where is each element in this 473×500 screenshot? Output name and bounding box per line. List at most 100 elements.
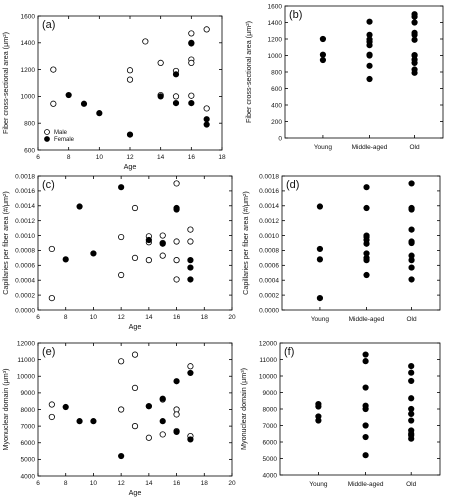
data-point-open [173,238,180,245]
y-tick-label: 1200 [268,36,283,43]
x-tick-label: 18 [201,314,209,321]
data-point-open [145,434,152,441]
y-tick-label: 0.0006 [259,263,279,270]
x-tick-label: 14 [145,480,153,487]
data-point-filled [366,62,373,69]
x-tick-label: Middle-aged [348,481,384,488]
y-tick-label: 9000 [21,390,36,397]
data-point-filled [319,35,327,43]
data-point-filled [366,42,373,49]
data-point-filled [145,236,152,244]
y-tick-label: 10000 [17,374,35,381]
y-tick-label: 0.0016 [15,188,35,195]
y-tick-label: 1400 [21,40,36,47]
data-point-filled [173,206,180,213]
data-point-filled [187,264,194,271]
data-point-filled [411,59,418,67]
data-point-filled [408,180,415,187]
y-axis-title: Fiber cross-sectional area (μm²) [244,21,253,123]
x-tick-label: Old [406,316,417,323]
data-point-filled [411,36,418,43]
data-point-filled [366,18,373,25]
legend-label: Female [54,137,75,143]
data-point-filled [188,100,195,107]
data-point-filled [187,369,194,377]
data-point-filled [411,19,418,26]
data-point-filled [408,264,415,271]
data-point-open [118,271,125,279]
y-tick-label: 11000 [259,357,277,364]
data-point-filled [408,362,415,370]
data-point-open [142,38,149,45]
y-tick-label: 8000 [263,406,278,413]
x-tick-label: 16 [173,480,181,487]
y-tick-label: 1600 [268,3,283,10]
x-tick-label: Old [409,144,420,151]
data-point-open [157,59,164,67]
y-tick-label: 800 [24,121,35,128]
panel-a: 600 800 1000 1200 1400 1600 6 8 10 12 14 16 18 Age Fib… [1,13,226,171]
data-point-open [187,363,194,370]
data-point-filled [90,250,97,257]
data-point-filled [408,369,415,376]
data-point-filled [118,452,125,460]
x-axis-title: Age [129,322,142,331]
data-point-open [159,252,166,259]
data-point-filled [65,91,72,99]
data-point-open [173,276,180,283]
data-point-filled [363,184,370,191]
data-point-filled [188,40,195,47]
x-tick-label: Young [311,316,330,323]
x-axis-title: Age [129,488,142,497]
y-tick-label: 200 [271,119,282,126]
data-point-filled [173,378,180,385]
data-point-open [118,358,125,365]
data-point-filled [316,245,324,253]
data-point-filled [118,184,125,191]
data-point-open [188,30,195,37]
y-tick-label: 5000 [263,456,278,463]
data-point-open [203,26,210,33]
y-tick-label: 8000 [21,407,36,414]
data-point-open [145,257,152,264]
y-tick-label: 0.0018 [15,173,35,180]
data-point-filled [203,121,210,128]
x-tick-label: 18 [218,154,226,161]
data-point-filled [172,71,180,78]
y-tick-label: 800 [271,69,282,76]
data-point-open [173,180,180,187]
y-axis-title: Myonuclear domain (μm³) [239,368,248,450]
x-tick-label: 12 [126,154,134,161]
x-tick-label: Middle-aged [349,316,385,323]
x-tick-label: 14 [145,314,153,321]
data-point-filled [159,240,166,247]
data-point-filled [319,56,327,64]
panel-label: (c) [42,179,55,191]
y-axis-title: Capillaries per fiber area (#/μm²) [241,191,250,295]
data-point-filled [159,395,166,402]
data-point-filled [408,239,415,247]
x-tick-label: 16 [173,314,181,321]
y-tick-label: 1000 [21,94,36,101]
data-point-filled [145,403,152,410]
data-point-open [131,351,139,358]
panel-label: (e) [42,346,55,358]
data-point-filled [362,452,369,459]
data-point-filled [159,418,166,425]
data-point-filled [315,403,322,410]
y-tick-label: 0.0010 [259,233,279,240]
y-axis-title: Capillaries per fiber area (#/μm²) [1,191,10,295]
y-tick-label: 0.0008 [15,248,35,255]
data-point-open [159,431,166,438]
data-point-filled [411,69,418,76]
plot-frame [279,342,441,476]
data-point-filled [62,403,69,411]
panel-label: (f) [284,346,294,358]
data-point-filled [363,257,370,264]
data-point-filled [76,203,83,210]
data-point-open [131,254,139,261]
y-tick-label: 0.0012 [15,218,35,225]
x-tick-label: 6 [36,480,40,487]
y-tick-label: 0.0002 [15,292,35,299]
